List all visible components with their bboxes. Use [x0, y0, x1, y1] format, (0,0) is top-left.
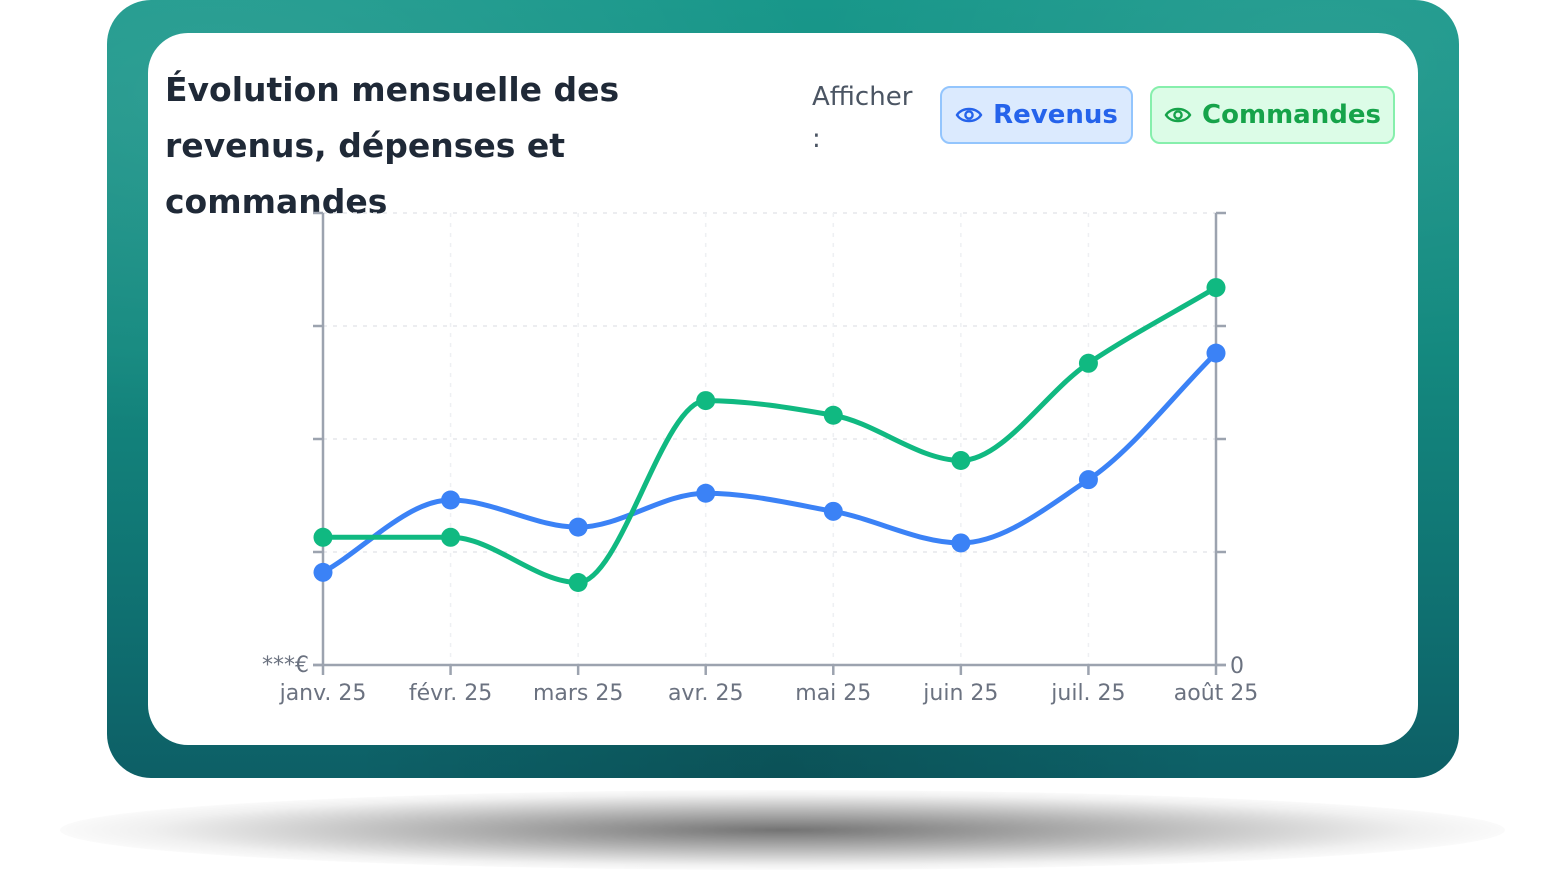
- commandes-data-point: [313, 527, 333, 547]
- commandes-toggle-label: Commandes: [1202, 100, 1381, 130]
- chart-card: [148, 33, 1418, 745]
- eye-icon: [1164, 107, 1192, 123]
- revenus-toggle-label: Revenus: [993, 100, 1118, 130]
- revenus-data-point: [568, 517, 588, 537]
- card-floor-shadow: [60, 790, 1505, 870]
- revenus-data-point: [441, 490, 461, 510]
- commandes-data-point: [441, 527, 461, 547]
- commandes-data-point: [1206, 278, 1226, 298]
- commandes-data-point: [568, 573, 588, 593]
- revenus-data-point: [313, 562, 333, 582]
- eye-icon: [955, 107, 983, 123]
- revenus-data-point: [823, 501, 843, 521]
- revenus-toggle-button[interactable]: Revenus: [940, 86, 1133, 144]
- x-tick-label: juin 25: [922, 681, 998, 706]
- chart-title: Évolution mensuelle des revenus, dépense…: [165, 70, 620, 221]
- commandes-data-point: [823, 405, 843, 425]
- revenus-data-point: [1206, 343, 1226, 363]
- left-axis-min-label: ***€: [262, 653, 309, 678]
- x-tick-label: mai 25: [795, 681, 871, 706]
- commandes-data-point: [951, 450, 971, 470]
- commandes-series-line: [320, 285, 1219, 586]
- x-tick-label: juil. 25: [1050, 681, 1125, 706]
- commandes-data-point: [696, 391, 716, 411]
- right-axis-min-label: 0: [1230, 654, 1244, 679]
- revenus-data-point: [696, 483, 716, 503]
- revenus-data-point: [1078, 470, 1098, 490]
- x-tick-label: mars 25: [533, 681, 623, 706]
- commandes-data-point: [1078, 353, 1098, 373]
- commandes-toggle-button[interactable]: Commandes: [1150, 86, 1395, 144]
- revenus-data-point: [951, 533, 971, 553]
- x-tick-label: avr. 25: [668, 681, 744, 706]
- show-label: Afficher :: [812, 82, 913, 154]
- x-tick-label: févr. 25: [409, 681, 492, 706]
- x-tick-label: août 25: [1174, 681, 1259, 706]
- x-tick-label: janv. 25: [279, 681, 367, 706]
